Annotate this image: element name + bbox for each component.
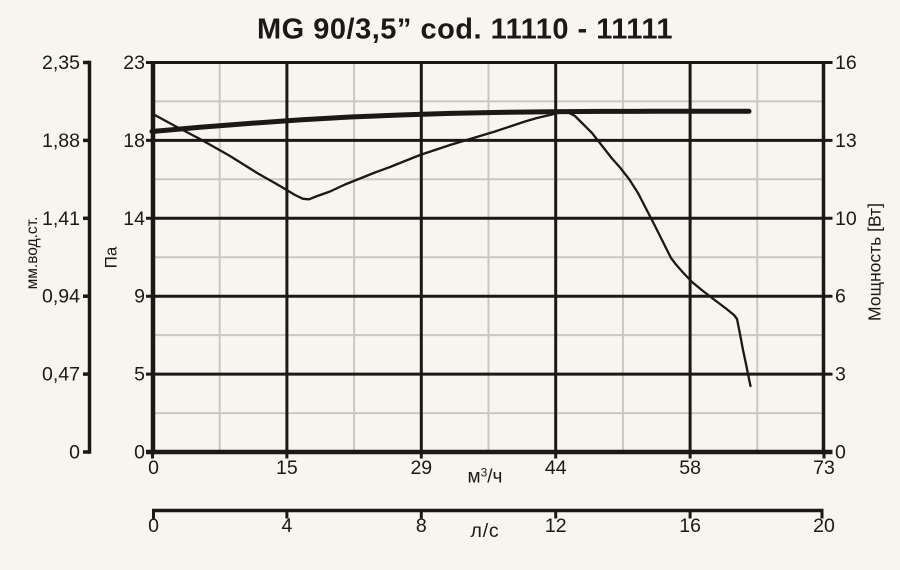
svg-text:1,88: 1,88 xyxy=(42,130,80,152)
svg-text:16: 16 xyxy=(835,52,857,74)
svg-text:0,47: 0,47 xyxy=(42,364,80,386)
svg-text:Па: Па xyxy=(102,246,121,268)
svg-text:12: 12 xyxy=(545,515,567,537)
svg-text:10: 10 xyxy=(835,208,857,230)
svg-text:3: 3 xyxy=(835,364,846,386)
svg-text:м3/ч: м3/ч xyxy=(468,466,503,488)
svg-text:5: 5 xyxy=(134,364,145,386)
svg-text:29: 29 xyxy=(410,457,432,479)
svg-text:0: 0 xyxy=(148,515,159,537)
svg-text:MG 90/3,5” cod. 11110 - 11111: MG 90/3,5” cod. 11110 - 11111 xyxy=(257,14,673,46)
svg-text:0: 0 xyxy=(134,442,145,464)
svg-text:16: 16 xyxy=(679,515,701,537)
svg-text:0,94: 0,94 xyxy=(42,286,80,308)
svg-text:2,35: 2,35 xyxy=(42,52,80,74)
svg-text:0: 0 xyxy=(148,457,159,479)
svg-text:6: 6 xyxy=(835,286,846,308)
svg-text:20: 20 xyxy=(813,515,835,537)
svg-text:73: 73 xyxy=(813,457,835,479)
svg-text:18: 18 xyxy=(123,130,145,152)
svg-text:Мощность [Вт]: Мощность [Вт] xyxy=(865,203,885,321)
svg-text:0: 0 xyxy=(69,442,80,464)
svg-text:8: 8 xyxy=(416,515,427,537)
svg-text:4: 4 xyxy=(281,515,292,537)
svg-text:13: 13 xyxy=(835,130,857,152)
svg-text:15: 15 xyxy=(276,457,298,479)
svg-text:23: 23 xyxy=(123,52,145,74)
svg-text:14: 14 xyxy=(123,208,145,230)
svg-text:9: 9 xyxy=(134,286,145,308)
svg-text:л/с: л/с xyxy=(471,520,500,542)
svg-text:1,41: 1,41 xyxy=(42,208,80,230)
svg-text:0: 0 xyxy=(835,442,846,464)
svg-text:58: 58 xyxy=(679,457,701,479)
svg-text:44: 44 xyxy=(545,457,567,479)
svg-text:мм.вод.ст.: мм.вод.ст. xyxy=(24,217,41,290)
